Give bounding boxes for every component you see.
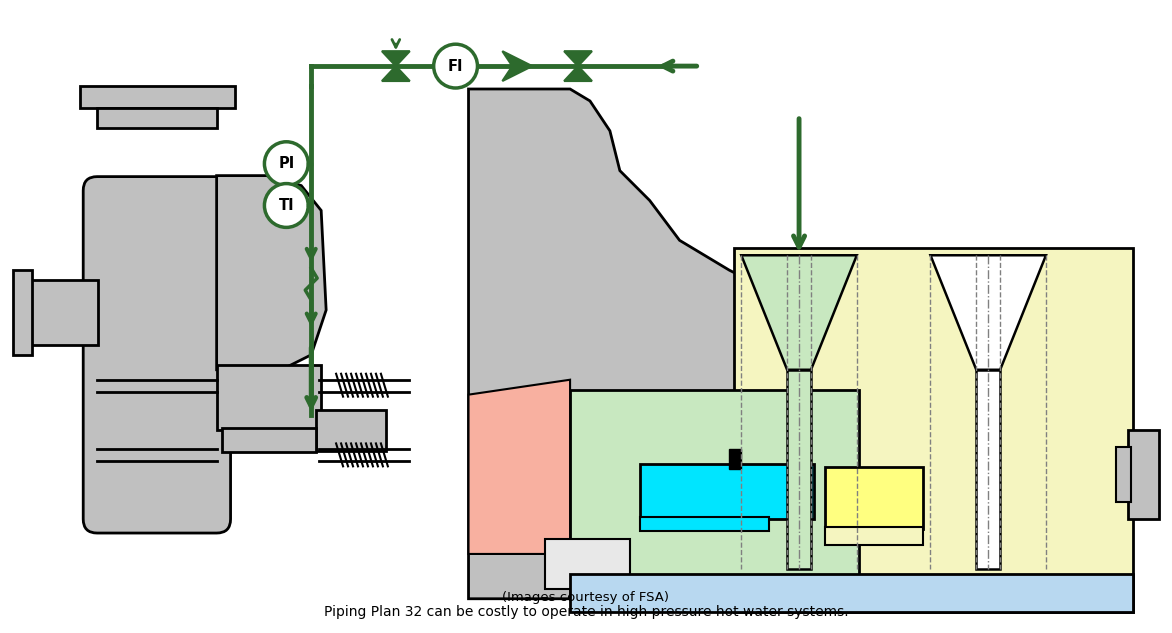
Polygon shape bbox=[503, 51, 532, 81]
Circle shape bbox=[434, 44, 477, 88]
Bar bbox=[545, 539, 629, 589]
Bar bbox=[640, 517, 769, 531]
Polygon shape bbox=[564, 51, 592, 66]
Circle shape bbox=[265, 142, 308, 185]
Polygon shape bbox=[382, 66, 410, 81]
Polygon shape bbox=[564, 66, 592, 81]
Polygon shape bbox=[382, 51, 410, 66]
Bar bbox=[976, 370, 1000, 569]
Bar bbox=[80, 86, 234, 108]
Text: PI: PI bbox=[278, 156, 294, 171]
Polygon shape bbox=[217, 175, 326, 370]
FancyBboxPatch shape bbox=[83, 177, 231, 533]
Text: Piping Plan 32 can be costly to operate in high pressure hot water systems.: Piping Plan 32 can be costly to operate … bbox=[323, 605, 849, 618]
Polygon shape bbox=[931, 255, 1045, 370]
Text: FI: FI bbox=[448, 59, 463, 73]
Bar bbox=[825, 467, 922, 529]
Bar bbox=[316, 410, 386, 451]
Text: TI: TI bbox=[279, 198, 294, 213]
Polygon shape bbox=[742, 255, 857, 370]
Bar bbox=[1116, 448, 1131, 502]
Text: (Images courtesy of FSA): (Images courtesy of FSA) bbox=[503, 591, 669, 604]
Bar bbox=[20, 280, 98, 345]
Bar bbox=[729, 449, 742, 469]
Polygon shape bbox=[469, 89, 759, 599]
Bar bbox=[222, 427, 316, 453]
Bar bbox=[1127, 430, 1159, 519]
Bar bbox=[570, 390, 859, 599]
Bar bbox=[217, 365, 321, 430]
Bar bbox=[825, 527, 922, 545]
Bar bbox=[570, 574, 1132, 611]
Bar bbox=[735, 248, 1132, 611]
Bar bbox=[13, 270, 33, 355]
Circle shape bbox=[265, 184, 308, 227]
Bar bbox=[640, 465, 815, 519]
Polygon shape bbox=[469, 380, 570, 554]
Bar bbox=[788, 370, 811, 569]
Bar bbox=[97, 108, 217, 128]
